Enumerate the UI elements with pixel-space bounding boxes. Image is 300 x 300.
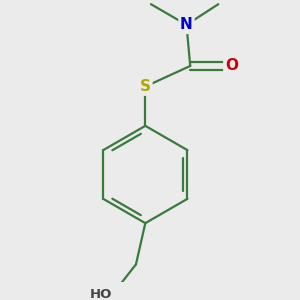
Text: N: N [180,17,193,32]
Text: O: O [225,58,238,74]
Text: S: S [140,79,151,94]
Text: HO: HO [90,288,112,300]
